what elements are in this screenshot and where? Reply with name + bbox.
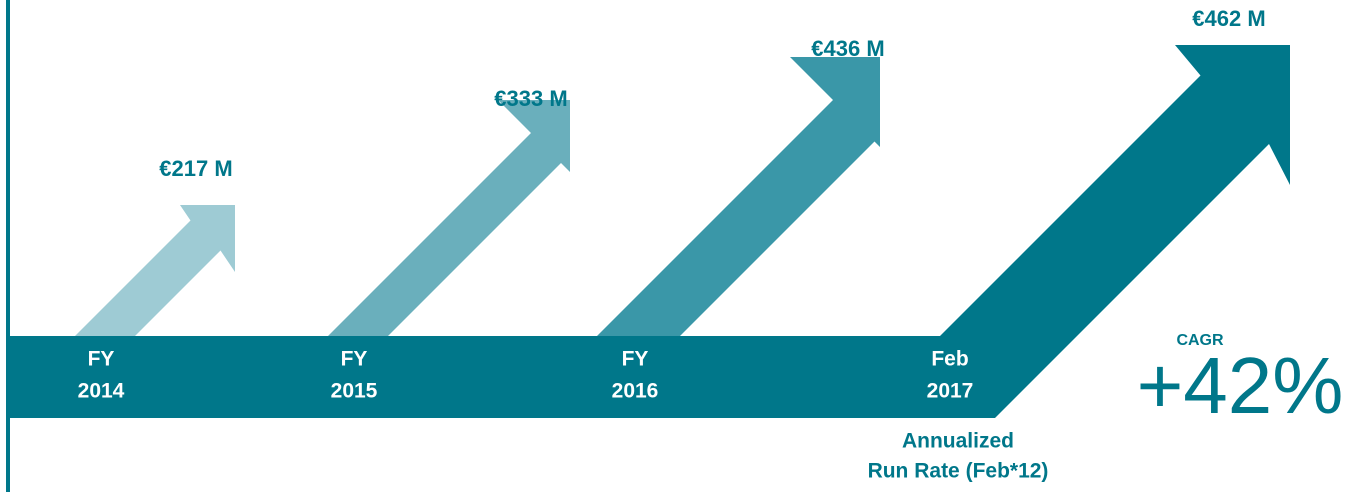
period-label: 2016 <box>612 380 659 403</box>
period-label: 2017 <box>927 380 974 403</box>
period-label: 2015 <box>331 380 378 403</box>
period-label: FY <box>88 348 115 371</box>
cagr-value: +42% <box>1137 341 1344 430</box>
value-label: €436 M <box>811 36 884 61</box>
arrow <box>597 57 880 336</box>
period-label: Feb <box>931 348 968 371</box>
period-label: FY <box>341 348 368 371</box>
arrow <box>75 205 235 336</box>
note: Annualized <box>902 430 1014 453</box>
cagr-label: CAGR <box>1176 332 1224 349</box>
period-label: 2014 <box>78 380 125 403</box>
period-label: FY <box>622 348 649 371</box>
value-label: €217 M <box>159 156 232 181</box>
note: Run Rate (Feb*12) <box>868 460 1049 483</box>
timeline-arrow <box>8 45 1290 418</box>
arrow <box>328 100 570 336</box>
value-label: €462 M <box>1192 6 1265 31</box>
left-rule <box>6 0 10 492</box>
value-label: €333 M <box>494 86 567 111</box>
